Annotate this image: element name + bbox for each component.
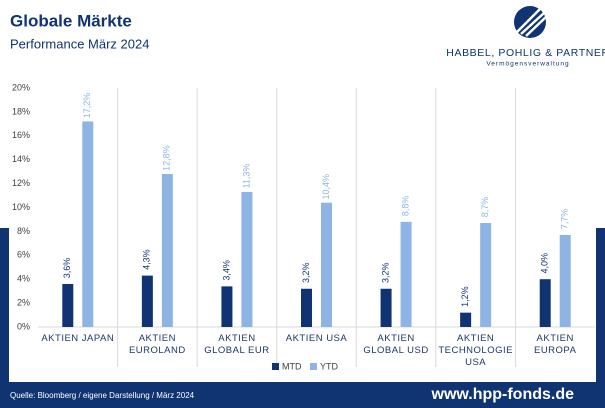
- x-tick-label: AKTIEN TECHNOLOGIE USA: [438, 333, 513, 368]
- url: www.hpp-fonds.de: [431, 386, 575, 403]
- y-tick-label: 6%: [17, 250, 30, 260]
- bar: [480, 223, 492, 327]
- legend-label: MTD: [282, 361, 302, 371]
- value-label: 7,7%: [560, 209, 570, 230]
- value-label: 10,4%: [321, 174, 331, 200]
- bar: [82, 121, 94, 328]
- bar: [221, 286, 233, 327]
- bar: [460, 312, 472, 327]
- subtitle: Performance März 2024: [10, 36, 149, 51]
- value-label: 12,8%: [162, 145, 172, 171]
- y-tick-label: 2%: [17, 297, 30, 307]
- side-strip: [0, 228, 9, 408]
- y-tick-label: 0%: [17, 321, 30, 331]
- value-label: 17,2%: [82, 93, 92, 119]
- logo-tagline: Vermögensverwaltung: [486, 61, 569, 68]
- bar: [321, 202, 332, 327]
- bar: [301, 288, 312, 327]
- source: Quelle: Bloomberg / eigene Darstellung /…: [10, 391, 195, 400]
- x-tick-label: AKTIEN JAPAN: [41, 333, 115, 344]
- footer-band: [0, 382, 605, 408]
- y-tick-label: 18%: [12, 106, 30, 116]
- y-tick-label: 14%: [12, 154, 30, 164]
- y-tick-label: 4%: [17, 274, 30, 284]
- x-tick-label: AKTIEN USA: [285, 333, 348, 344]
- x-tick-label: AKTIEN GLOBAL USD: [363, 333, 429, 356]
- y-tick-label: 10%: [12, 202, 30, 212]
- bar: [62, 283, 74, 327]
- bar: [380, 288, 392, 327]
- value-label: 4,0%: [540, 253, 550, 274]
- bar: [539, 279, 551, 327]
- value-label: 1,2%: [460, 286, 470, 307]
- legend-swatch: [272, 363, 279, 370]
- x-tick-label: AKTIEN EUROLAND: [128, 333, 186, 356]
- side-strip: [596, 228, 605, 408]
- value-label: 8,8%: [400, 196, 410, 217]
- legend-swatch: [310, 363, 317, 370]
- y-tick-label: 8%: [17, 226, 30, 236]
- value-label: 8,7%: [480, 197, 490, 218]
- bar: [141, 275, 153, 327]
- logo-mark: [514, 6, 547, 38]
- value-label: 4,3%: [142, 249, 152, 270]
- x-tick-label: AKTIEN GLOBAL EUR: [204, 333, 270, 356]
- legend-label: YTD: [320, 361, 339, 371]
- bar: [559, 234, 571, 327]
- value-label: 11,3%: [241, 164, 251, 189]
- bar: [400, 221, 412, 327]
- logo-name: HABBEL, POHLIG & PARTNER: [446, 47, 605, 59]
- value-label: 3,4%: [221, 260, 231, 281]
- value-label: 3,2%: [380, 263, 390, 284]
- x-tick-label: AKTIEN EUROPA: [533, 333, 577, 356]
- value-label: 3,2%: [301, 263, 311, 284]
- value-label: 3,6%: [62, 258, 72, 279]
- y-tick-label: 20%: [12, 82, 30, 92]
- bar: [161, 174, 173, 327]
- bar: [241, 191, 253, 327]
- y-tick-label: 16%: [12, 130, 30, 140]
- y-tick-label: 12%: [12, 178, 30, 188]
- title: Globale Märkte: [10, 11, 132, 30]
